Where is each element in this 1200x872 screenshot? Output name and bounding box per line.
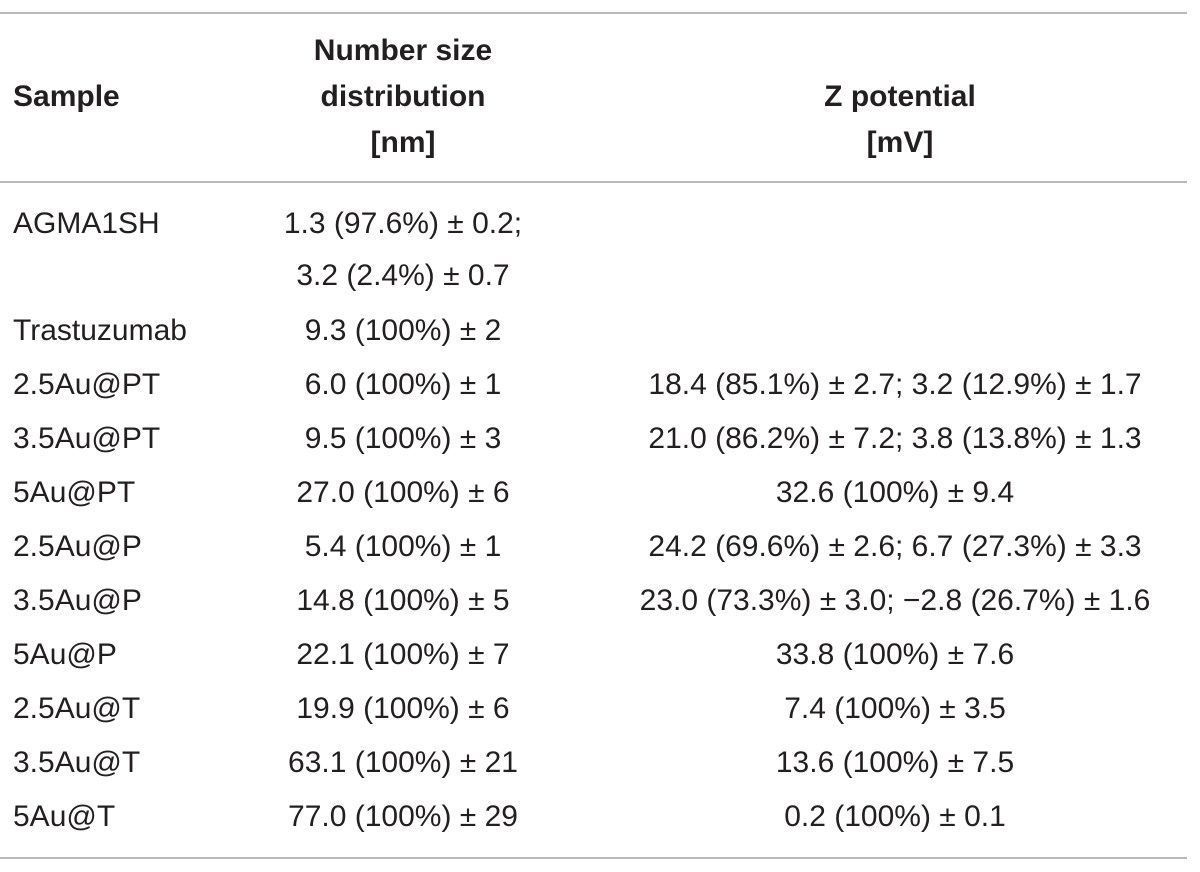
- cell-sample: 3.5Au@T: [13, 746, 141, 779]
- cell-size: 77.0 (100%) ± 29: [288, 800, 518, 833]
- cell-size: 22.1 (100%) ± 7: [296, 638, 510, 671]
- cell-size: 6.0 (100%) ± 1: [304, 368, 502, 401]
- header-sample: Sample: [13, 80, 120, 113]
- cell-size: 1.3 (97.6%) ± 0.2; 3.2 (2.4%) ± 0.7: [253, 198, 553, 302]
- header-z-potential: Z potential [mV]: [650, 74, 1150, 166]
- cell-sample: Trastuzumab: [13, 314, 187, 347]
- table-body: AGMA1SH 1.3 (97.6%) ± 0.2; 3.2 (2.4%) ± …: [0, 198, 1200, 845]
- table-row: 2.5Au@PT 6.0 (100%) ± 1 18.4 (85.1%) ± 2…: [0, 359, 1200, 413]
- cell-zeta: 13.6 (100%) ± 7.5: [775, 746, 1015, 779]
- cell-size-line-2: 3.2 (2.4%) ± 0.7: [296, 259, 510, 292]
- cell-sample: 2.5Au@PT: [13, 368, 161, 401]
- cell-size: 63.1 (100%) ± 21: [288, 746, 518, 779]
- cell-sample: 2.5Au@P: [13, 530, 142, 563]
- table-row: 2.5Au@P 5.4 (100%) ± 1 24.2 (69.6%) ± 2.…: [0, 521, 1200, 575]
- cell-size: 14.8 (100%) ± 5: [296, 584, 510, 617]
- table-header: Sample Number size distribution [nm] Z p…: [0, 28, 1200, 168]
- header-zeta-line-1: Z potential: [824, 80, 976, 113]
- cell-zeta: 7.4 (100%) ± 3.5: [784, 692, 1006, 725]
- cell-size: 9.5 (100%) ± 3: [304, 422, 502, 455]
- header-zeta-line-2: [mV]: [866, 126, 934, 159]
- table-row: 3.5Au@PT 9.5 (100%) ± 3 21.0 (86.2%) ± 7…: [0, 413, 1200, 467]
- table-row: 2.5Au@T 19.9 (100%) ± 6 7.4 (100%) ± 3.5: [0, 683, 1200, 737]
- cell-sample: 5Au@T: [13, 800, 116, 833]
- table-row: 3.5Au@T 63.1 (100%) ± 21 13.6 (100%) ± 7…: [0, 737, 1200, 791]
- cell-sample: 3.5Au@PT: [13, 422, 161, 455]
- cell-sample: 5Au@P: [13, 638, 117, 671]
- header-size-line-1: Number size: [313, 34, 493, 67]
- table-bottom-rule: [0, 857, 1187, 859]
- table-top-rule: [0, 12, 1187, 14]
- table-row: 5Au@PT 27.0 (100%) ± 6 32.6 (100%) ± 9.4: [0, 467, 1200, 521]
- header-size-distribution: Number size distribution [nm]: [278, 28, 528, 166]
- table-row: 5Au@T 77.0 (100%) ± 29 0.2 (100%) ± 0.1: [0, 791, 1200, 845]
- cell-size: 19.9 (100%) ± 6: [296, 692, 510, 725]
- cell-zeta: 24.2 (69.6%) ± 2.6; 6.7 (27.3%) ± 3.3: [648, 530, 1142, 563]
- table-row: 5Au@P 22.1 (100%) ± 7 33.8 (100%) ± 7.6: [0, 629, 1200, 683]
- cell-zeta: 18.4 (85.1%) ± 2.7; 3.2 (12.9%) ± 1.7: [648, 368, 1142, 401]
- cell-size: 27.0 (100%) ± 6: [296, 476, 510, 509]
- cell-zeta: 0.2 (100%) ± 0.1: [784, 800, 1006, 833]
- cell-sample: 5Au@PT: [13, 476, 136, 509]
- cell-zeta: 23.0 (73.3%) ± 3.0; −2.8 (26.7%) ± 1.6: [639, 584, 1151, 617]
- table-header-rule: [0, 181, 1187, 183]
- cell-zeta: 21.0 (86.2%) ± 7.2; 3.8 (13.8%) ± 1.3: [648, 422, 1142, 455]
- cell-size: 9.3 (100%) ± 2: [304, 314, 502, 347]
- cell-zeta: 33.8 (100%) ± 7.6: [775, 638, 1015, 671]
- table-row: AGMA1SH 1.3 (97.6%) ± 0.2; 3.2 (2.4%) ± …: [0, 198, 1200, 305]
- table-row: 3.5Au@P 14.8 (100%) ± 5 23.0 (73.3%) ± 3…: [0, 575, 1200, 629]
- header-size-line-2: distribution: [320, 80, 486, 113]
- cell-zeta: 32.6 (100%) ± 9.4: [775, 476, 1015, 509]
- cell-sample: AGMA1SH: [13, 207, 160, 240]
- cell-size-line-1: 1.3 (97.6%) ± 0.2;: [283, 207, 523, 240]
- cell-size: 5.4 (100%) ± 1: [304, 530, 502, 563]
- header-size-line-3: [nm]: [370, 126, 436, 159]
- cell-sample: 3.5Au@P: [13, 584, 142, 617]
- cell-sample: 2.5Au@T: [13, 692, 141, 725]
- table-row: Trastuzumab 9.3 (100%) ± 2: [0, 305, 1200, 359]
